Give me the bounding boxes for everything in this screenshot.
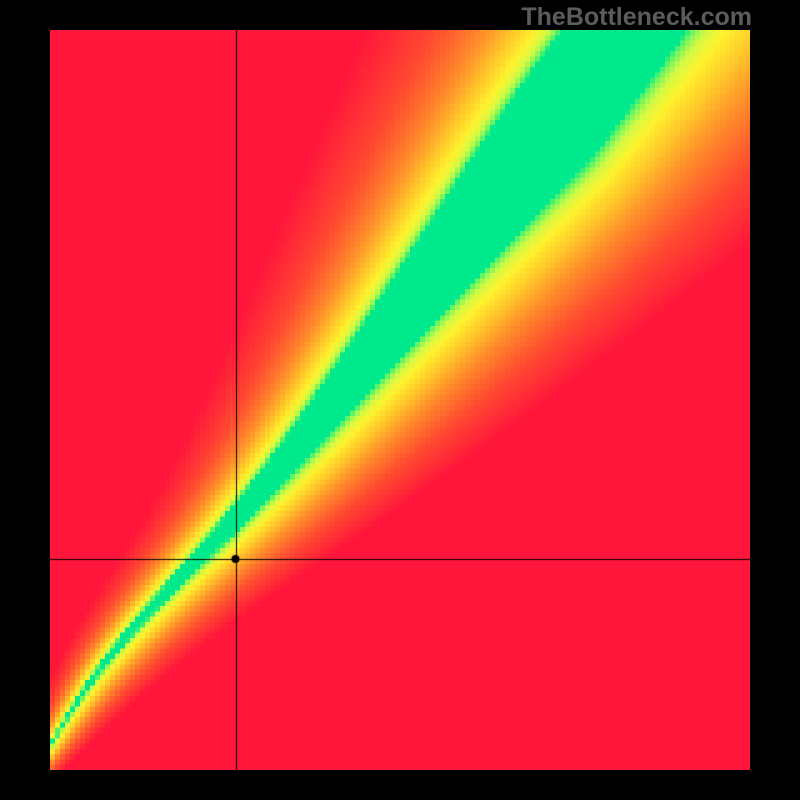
watermark-text: TheBottleneck.com: [521, 3, 752, 32]
bottleneck-heatmap: [50, 30, 750, 770]
chart-container: { "chart": { "type": "heatmap", "canvas_…: [0, 0, 800, 800]
